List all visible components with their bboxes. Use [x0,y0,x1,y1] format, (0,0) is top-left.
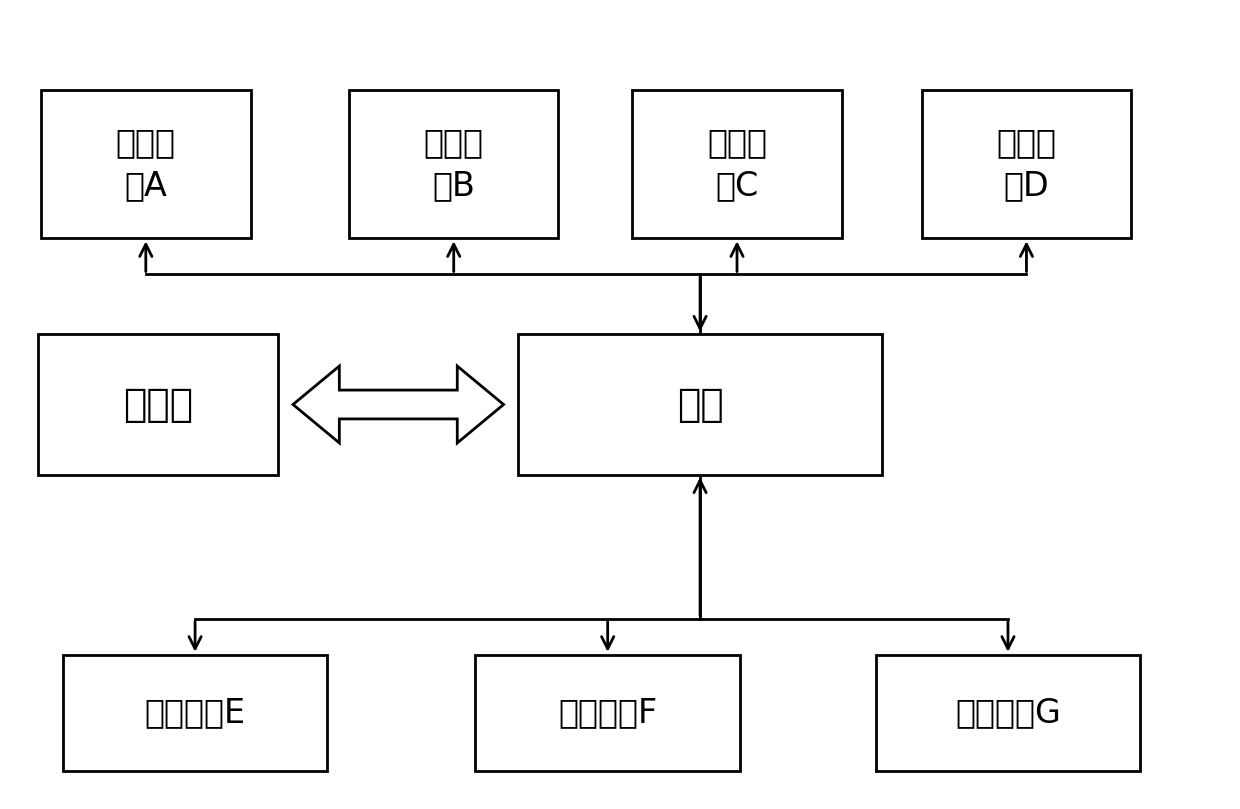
Text: 网关: 网关 [677,386,723,423]
Text: 支路终
端B: 支路终 端B [424,126,484,202]
Bar [38,334,278,475]
Bar [632,91,842,239]
Bar [518,334,882,475]
Text: 支路终
端C: 支路终 端C [707,126,768,202]
Bar [875,654,1141,771]
Bar [921,91,1131,239]
Text: 支路终端F: 支路终端F [558,697,657,729]
Text: 支路终端G: 支路终端G [955,697,1061,729]
Bar [348,91,558,239]
Bar [475,654,740,771]
Text: 支路终端E: 支路终端E [145,697,246,729]
Text: 支路终
端A: 支路终 端A [115,126,176,202]
Text: 上位机: 上位机 [123,386,193,423]
Text: 支路终
端D: 支路终 端D [997,126,1056,202]
Polygon shape [293,366,503,443]
Bar [63,654,327,771]
Bar [41,91,250,239]
